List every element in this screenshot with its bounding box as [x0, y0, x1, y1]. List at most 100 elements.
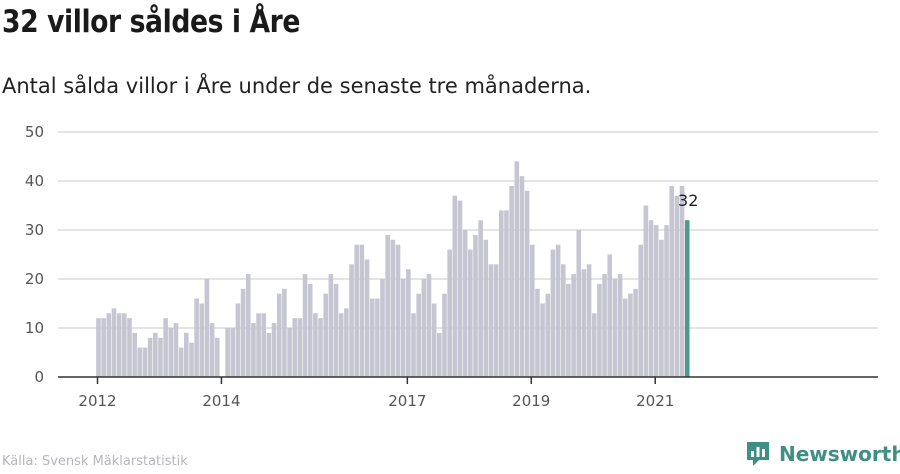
bar [127, 318, 132, 377]
bar [199, 303, 205, 377]
x-tick-label: 2017 [388, 392, 426, 410]
bar [106, 313, 112, 377]
bar [183, 332, 189, 377]
bar [473, 234, 478, 377]
grid-lines [58, 131, 878, 329]
x-tick-label: 2019 [512, 392, 550, 410]
bar [659, 239, 664, 377]
bar [168, 328, 174, 377]
y-tick-label: 30 [25, 221, 44, 239]
bar [416, 293, 421, 377]
data-labels: 32 [678, 191, 698, 210]
bar [307, 283, 313, 377]
bar [276, 293, 282, 377]
x-tick-label: 2014 [202, 392, 240, 410]
newsworthy-logo-icon [747, 442, 769, 466]
bar [178, 347, 184, 377]
bar [282, 288, 287, 377]
bar [344, 308, 349, 377]
bar [189, 342, 194, 377]
bar [545, 293, 551, 377]
bar [256, 313, 261, 377]
bar [679, 185, 685, 377]
bar [411, 313, 416, 377]
bar [493, 264, 499, 377]
bar [628, 293, 633, 377]
bar [504, 210, 509, 377]
chart-title: 32 villor såldes i Åre [2, 4, 301, 40]
bar [581, 269, 587, 377]
bar [333, 283, 339, 377]
bar-highlight [684, 220, 690, 377]
x-tick-label: 2012 [78, 392, 116, 410]
y-axis-ticks: 0 10 20 30 40 50 [25, 123, 44, 386]
bar [111, 308, 117, 377]
x-tick-label: 2021 [636, 392, 674, 410]
bar [586, 264, 592, 377]
bar [245, 274, 251, 377]
bar [535, 288, 540, 377]
bar [328, 274, 334, 377]
bar [261, 313, 267, 377]
bar [266, 332, 272, 377]
bar [607, 254, 613, 377]
bar [437, 332, 442, 377]
bar [653, 225, 659, 377]
bars [96, 161, 690, 377]
y-tick-label: 0 [34, 368, 44, 386]
bar [509, 185, 514, 377]
bar [96, 318, 101, 377]
bar [447, 249, 452, 377]
bar [395, 244, 401, 377]
bar [390, 239, 396, 377]
bar [204, 279, 210, 377]
bar-chart: 0 10 20 30 40 50 2012 2014 2017 2019 2021 32 [25, 123, 878, 410]
bar [214, 337, 220, 377]
bar [101, 318, 106, 377]
bar [147, 337, 153, 377]
bar [457, 200, 463, 377]
bar [452, 195, 458, 377]
bar [142, 347, 148, 377]
bar [338, 313, 344, 377]
bar [287, 328, 292, 377]
bar [400, 279, 406, 377]
bar [442, 293, 447, 377]
bar [514, 161, 520, 377]
bar [194, 298, 199, 377]
bar [297, 318, 303, 377]
bar [421, 279, 427, 377]
bar [153, 332, 158, 377]
bar [560, 264, 566, 377]
bar [359, 244, 365, 377]
bar [540, 303, 545, 377]
bar [519, 176, 525, 377]
bar [462, 230, 468, 377]
bar [235, 303, 241, 377]
bar [313, 313, 318, 377]
bar [380, 279, 385, 377]
bar [617, 274, 623, 377]
bar [369, 298, 375, 377]
bar [602, 274, 607, 377]
bar [638, 244, 644, 377]
bar [524, 190, 530, 377]
bar [240, 288, 246, 377]
bar [612, 279, 618, 377]
bar [323, 293, 329, 377]
highlight-value-label: 32 [678, 191, 698, 210]
bar [664, 225, 669, 377]
bar [158, 337, 163, 377]
brand-logo: Newsworthy [745, 440, 900, 468]
y-tick-label: 20 [25, 270, 44, 288]
bar [529, 244, 535, 377]
bar [597, 283, 602, 377]
bar [364, 259, 370, 377]
bar [375, 298, 380, 377]
source-note: Källa: Svensk Mäklarstatistik [2, 454, 188, 469]
chart-subtitle: Antal sålda villor i Åre under de senast… [2, 74, 592, 98]
y-tick-label: 10 [25, 319, 44, 337]
bar [132, 332, 137, 377]
bar [137, 347, 143, 377]
bar [576, 230, 582, 377]
